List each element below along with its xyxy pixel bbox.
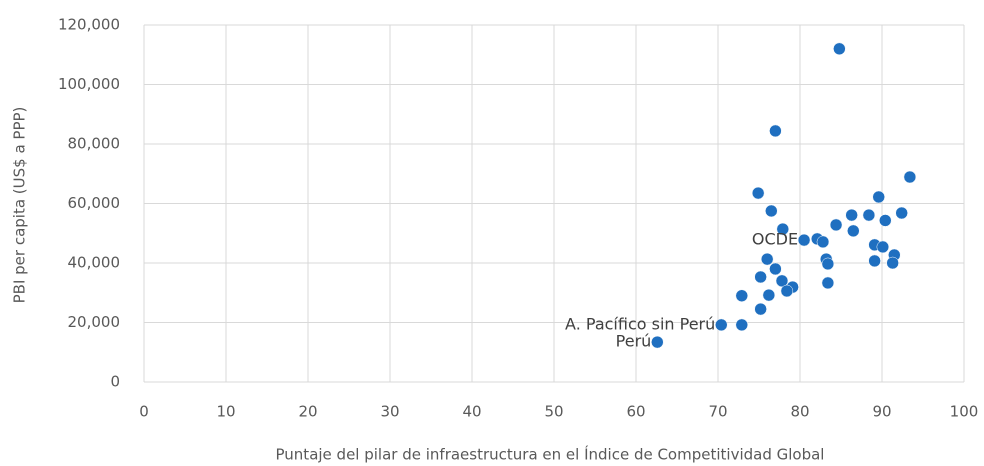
x-tick-label: 100 <box>950 403 979 421</box>
point <box>816 235 830 249</box>
x-tick-label: 60 <box>626 403 645 421</box>
point <box>775 274 789 288</box>
point <box>847 224 860 238</box>
point <box>868 254 881 268</box>
y-tick-label: 0 <box>110 373 120 391</box>
y-tick-label: 120,000 <box>58 16 120 34</box>
point <box>821 257 835 271</box>
point <box>879 214 892 227</box>
y-tick-label: 60,000 <box>68 194 121 212</box>
point <box>845 208 858 222</box>
y-tick-label: 20,000 <box>68 313 121 331</box>
y-tick-label: 40,000 <box>68 254 121 272</box>
x-tick-label: 50 <box>544 403 563 421</box>
point <box>651 335 664 349</box>
point-label: Perú <box>616 332 652 351</box>
point <box>829 218 843 232</box>
point <box>780 284 794 298</box>
x-tick-label: 70 <box>708 403 727 421</box>
point <box>886 256 899 270</box>
point <box>762 288 776 302</box>
point <box>735 318 749 332</box>
point <box>769 124 782 138</box>
point <box>754 302 767 316</box>
point <box>769 262 782 276</box>
x-axis-title: Puntaje del pilar de infraestructura en … <box>276 445 825 464</box>
x-tick-label: 10 <box>216 403 235 421</box>
x-tick-label: 90 <box>872 403 891 421</box>
point <box>862 208 876 222</box>
point <box>735 289 749 302</box>
point <box>754 270 767 284</box>
point <box>776 222 790 236</box>
point <box>765 204 778 218</box>
point <box>903 170 917 184</box>
x-tick-label: 20 <box>298 403 317 421</box>
point <box>895 206 908 220</box>
point <box>833 42 846 56</box>
point <box>760 252 774 266</box>
point <box>715 318 728 332</box>
x-tick-label: 0 <box>139 403 149 421</box>
point <box>872 190 885 204</box>
point-label: OCDE <box>752 230 798 249</box>
x-tick-label: 40 <box>462 403 481 421</box>
x-tick-label: 80 <box>790 403 809 421</box>
point <box>797 233 811 247</box>
point-label: A. Pacífico sin Perú <box>565 314 715 333</box>
y-tick-label: 80,000 <box>68 135 121 153</box>
y-tick-label: 100,000 <box>58 75 120 93</box>
point <box>751 186 765 200</box>
point <box>876 240 890 254</box>
y-axis-title: PBI per capita (US$ a PPP) <box>11 107 29 304</box>
x-tick-label: 30 <box>380 403 399 421</box>
point <box>821 276 835 290</box>
